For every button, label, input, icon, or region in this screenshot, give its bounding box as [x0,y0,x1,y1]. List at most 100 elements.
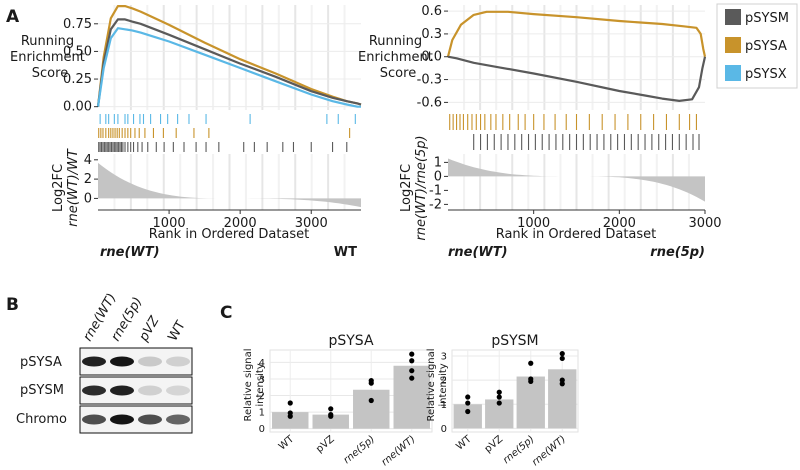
legend-swatch-psysa [725,37,741,53]
right-end-label: rne(5p) [650,245,705,260]
chart-title: pSYSM [491,333,538,349]
blot-band [166,356,190,367]
blot-col-label: WT [165,318,188,344]
es-ylabel: Running Enrichment Score [358,30,438,81]
x-tick-label: 2000 [603,216,636,231]
es-ylabel-line: Running [369,34,422,49]
legend-label: pSYSA [745,39,787,54]
hit-row-bg [98,113,361,125]
gsea-plot-left: 0.75 0.50 0.25 0.00 Running Enrichment Scor… [10,5,362,260]
y-tick-label: 0.25 [63,72,92,87]
y-tick-label: 1 [441,400,447,411]
y-tick-label: -0.3 [417,73,442,88]
es-ylabel-line: Running [21,34,74,49]
blot-column-labels: rne(WT) rne(5p) pVZ WT [80,291,188,345]
fc-y-tick-label: 1 [434,155,442,170]
bar-ylabel-line: intensity [438,363,449,406]
data-point [528,360,534,366]
x-tick-label: pVZ [483,434,506,455]
left-end-label: rne(WT) [100,245,160,260]
data-point [559,351,565,357]
data-point [496,389,502,395]
western-blot: rne(WT) rne(5p) pVZ WT pSYSA pSYSM Chrom… [16,291,193,434]
y-tick-label: 4 [259,358,265,369]
gsea-plot-right: 0.6 0.3 0.0 -0.3 -0.6 Running Enrichment Sco… [358,4,721,260]
blot-band [82,385,106,396]
bar-ylabel-line: Relative signal [243,348,254,421]
y-tick-label: 0 [441,424,447,435]
data-point [465,400,471,406]
series-line-psysa [446,10,707,57]
x-axis-label: Rank in Ordered Dataset [496,227,657,242]
fc-ylabel-line-2: rne(WT)/WT [66,148,81,227]
blot-row-label: pSYSM [20,383,64,398]
fc-ylabel-line-1: Log2FC [399,164,414,212]
fc-y-tick-label: -2 [429,197,442,212]
y-tick-label: 0.50 [63,44,92,59]
x-tick-label: 1000 [153,216,186,231]
series-line-psysm [447,55,707,102]
data-point [328,406,334,412]
legend: pSYSM pSYSA pSYSX [716,3,798,89]
es-ylabel: Running Enrichment Score [10,30,90,81]
bar [453,404,482,429]
panel-label-a: A [6,7,20,27]
bar [393,365,430,429]
blot-band [166,385,190,396]
legend-swatch-psysx [725,65,741,81]
data-point [328,413,334,419]
blot-band [110,414,134,425]
bar [353,389,390,429]
bar-ylabel: Relative signal intensity [243,348,266,421]
fc-area [98,162,361,208]
y-tick-label: 0 [259,424,265,435]
bar-chart-psysm: pSYSM Relative signal intensity 0 1 2 3 WT pV… [426,333,579,468]
fc-ylabel: Log2FC rne(WT)/rne(5p) [399,135,429,240]
bar [312,414,349,429]
data-point [287,413,293,419]
y-tick-label: 0.0 [421,50,442,65]
blot-band [82,414,106,425]
series-line-psysx [96,27,361,108]
blot-row-label: Chromo [16,412,67,427]
x-tick-label: pVZ [314,434,337,455]
y-tick-label: 3 [259,374,265,385]
fc-y-tick-label: 4 [84,153,92,168]
legend-swatch-psysm [725,9,741,25]
bar-ylabel-line: intensity [255,363,266,406]
y-tick-label: 1 [259,408,265,419]
data-point [559,377,565,383]
bar-chart-psysa: pSYSA Relative signal intensity 0 1 2 3 4 WT p… [243,333,433,468]
x-tick-label: WT [277,433,297,452]
x-tick-label: 2000 [224,216,257,231]
x-tick-label: 3000 [295,216,328,231]
y-tick-label: 3 [441,352,447,363]
x-tick-label: 3000 [688,216,721,231]
bar [272,412,309,429]
data-point [528,378,534,384]
hit-row-bg [98,127,361,139]
fc-y-tick-label: 0 [84,191,92,206]
x-tick-label: rne(WT) [380,434,418,468]
data-point [496,394,502,400]
blot-row-label: pSYSA [20,355,62,370]
legend-label: pSYSX [745,67,787,82]
y-tick-label: 2 [441,376,447,387]
data-point [368,380,374,386]
data-point [409,351,415,357]
x-axis-label: Rank in Ordered Dataset [149,227,310,242]
data-point [409,375,415,381]
es-ylabel-line: Score [32,66,68,81]
blot-band [110,356,134,367]
fc-ylabel: Log2FC rne(WT)/WT [51,148,81,227]
blot-band [82,356,106,367]
y-tick-label: 0.6 [421,4,442,19]
x-tick-label: WT [454,433,474,452]
y-tick-label: 0.00 [63,100,92,115]
data-point [368,397,374,404]
bar [516,376,545,429]
x-tick-label: rne(WT) [530,434,568,468]
y-tick-label: 0.75 [63,17,92,32]
chart-title: pSYSA [328,333,373,349]
